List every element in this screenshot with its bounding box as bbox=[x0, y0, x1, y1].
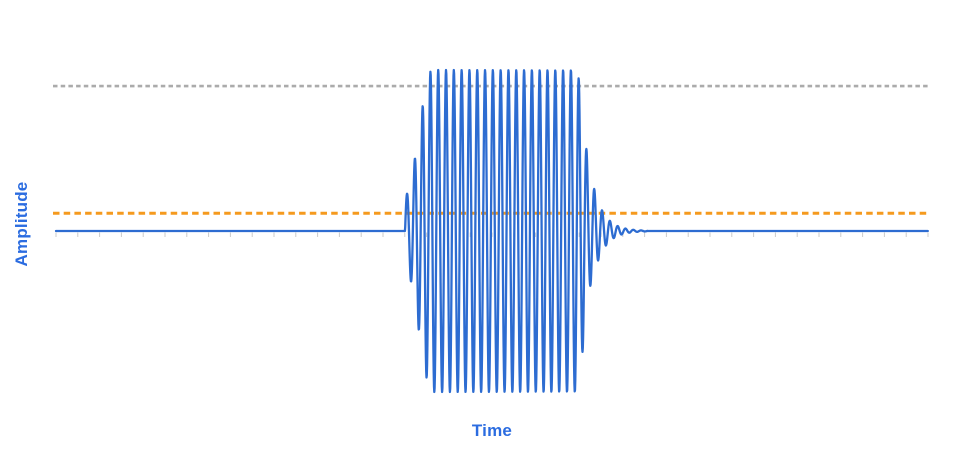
x-axis-label: Time bbox=[471, 421, 513, 440]
y-axis-label: Amplitude bbox=[12, 181, 31, 267]
x-axis-ticks bbox=[55, 232, 929, 237]
signal-trace bbox=[54, 68, 929, 394]
